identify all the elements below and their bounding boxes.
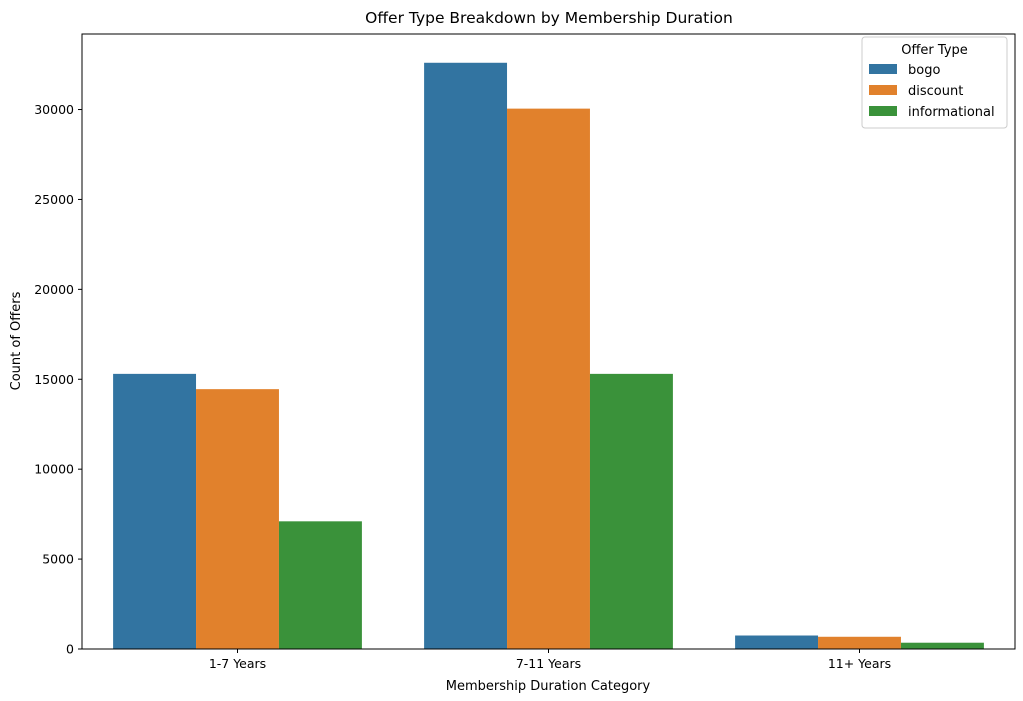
x-axis-label: Membership Duration Category (446, 679, 651, 694)
bar-informational-1-7-years (278, 521, 362, 649)
legend-items: bogo discount informational (869, 63, 995, 120)
legend-title: Offer Type (901, 43, 968, 58)
legend-swatch-bogo (869, 64, 897, 74)
y-tick-label: 0 (66, 642, 74, 657)
x-tick-label: 7-11 Years (516, 656, 581, 671)
y-axis-label: Count of Offers (9, 291, 24, 390)
y-tick-label: 30000 (34, 102, 74, 117)
x-axis-ticks: 1-7 Years 7-11 Years 11+ Years (209, 649, 891, 671)
legend-label-discount: discount (908, 84, 963, 99)
chart-title: Offer Type Breakdown by Membership Durat… (365, 9, 733, 27)
legend-swatch-informational (869, 106, 897, 116)
y-axis-ticks: 0 5000 10000 15000 20000 25000 30000 (34, 102, 82, 657)
bar-bogo-7-11-years (424, 62, 508, 649)
y-tick-label: 15000 (34, 372, 74, 387)
legend-label-informational: informational (908, 105, 995, 120)
bar-discount-11-years (818, 636, 901, 649)
bar-bogo-11-years (735, 635, 819, 649)
x-tick-label: 11+ Years (828, 656, 891, 671)
bar-discount-1-7-years (196, 389, 279, 649)
bar-bogo-1-7-years (113, 373, 197, 649)
bar-discount-7-11-years (507, 108, 590, 649)
bar-informational-7-11-years (589, 373, 673, 649)
x-tick-label: 1-7 Years (209, 656, 266, 671)
bar-informational-11-years (900, 642, 984, 649)
plot-frame (81, 33, 1016, 650)
y-tick-label: 5000 (42, 552, 74, 567)
legend-label-bogo: bogo (908, 63, 940, 78)
legend-swatch-discount (869, 85, 897, 95)
y-tick-label: 10000 (34, 462, 74, 477)
y-tick-label: 25000 (34, 192, 74, 207)
bars-group (113, 62, 984, 649)
y-tick-label: 20000 (34, 282, 74, 297)
legend: Offer Type bogo discount informational (861, 36, 1008, 129)
legend-frame (861, 36, 1008, 129)
